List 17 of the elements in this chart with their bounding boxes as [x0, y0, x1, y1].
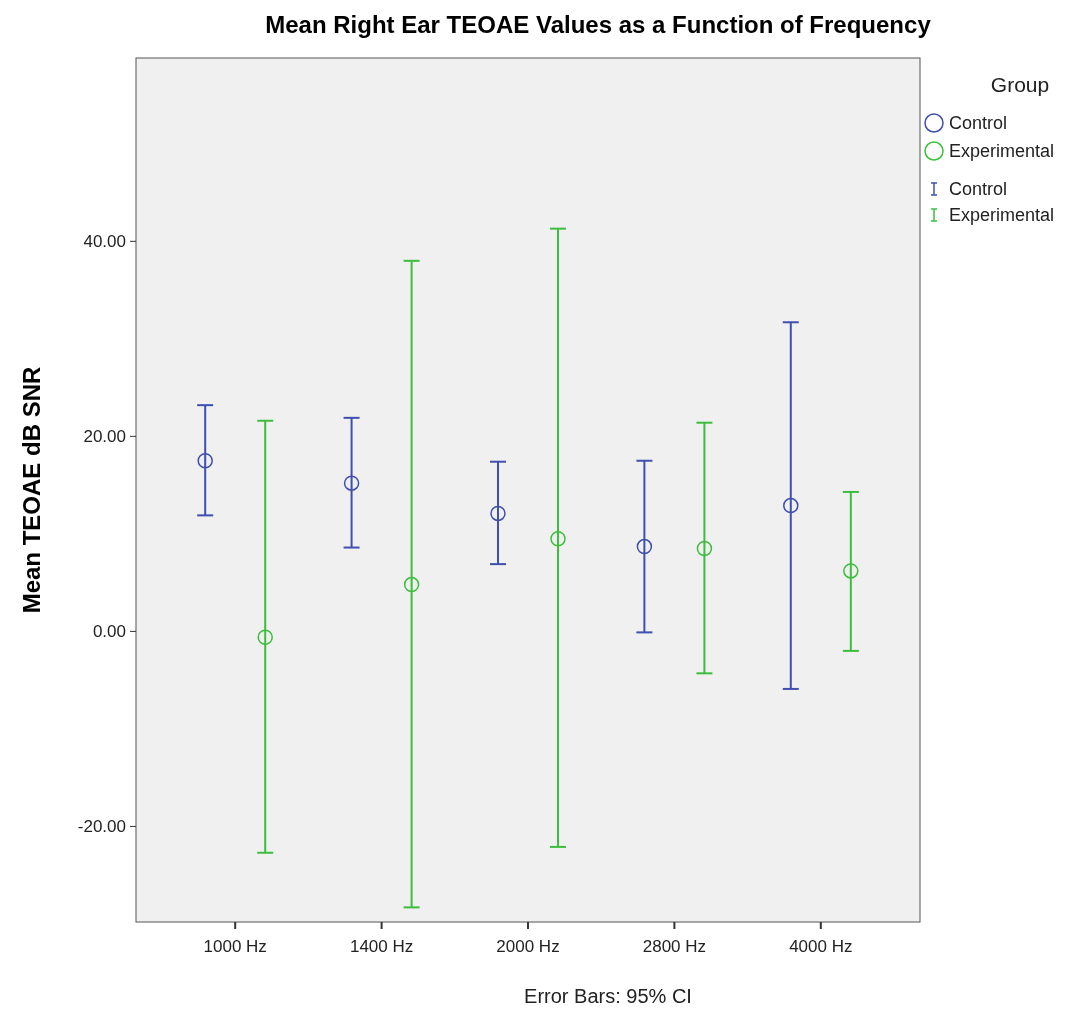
- y-axis-title: Mean TEOAE dB SNR: [18, 366, 45, 614]
- x-tick-label: 2800 Hz: [642, 937, 707, 956]
- y-tick-label: 20.00: [83, 427, 126, 447]
- legend-label: Experimental: [949, 205, 1055, 226]
- x-tick-label: 4000 Hz: [789, 937, 853, 956]
- x-tick-label: 2000 Hz: [496, 937, 560, 956]
- y-tick-label: 0.00: [92, 622, 126, 642]
- text: Experimental: [949, 141, 1055, 162]
- x-tick-label: 1000 Hz: [203, 937, 267, 956]
- legend-label: Control: [949, 179, 1008, 200]
- y-tick-label: 40.00: [83, 232, 126, 252]
- chart-title: Mean Right Ear TEOAE Values as a Function of Frequency: [265, 11, 932, 38]
- legend-title: Group: [990, 73, 1050, 96]
- y-tick-label: -20.00: [77, 817, 126, 837]
- text: Control: [949, 113, 1008, 134]
- x-tick-label: 1400 Hz: [349, 937, 414, 956]
- text: Error Bars: 95% CI: [524, 985, 692, 1007]
